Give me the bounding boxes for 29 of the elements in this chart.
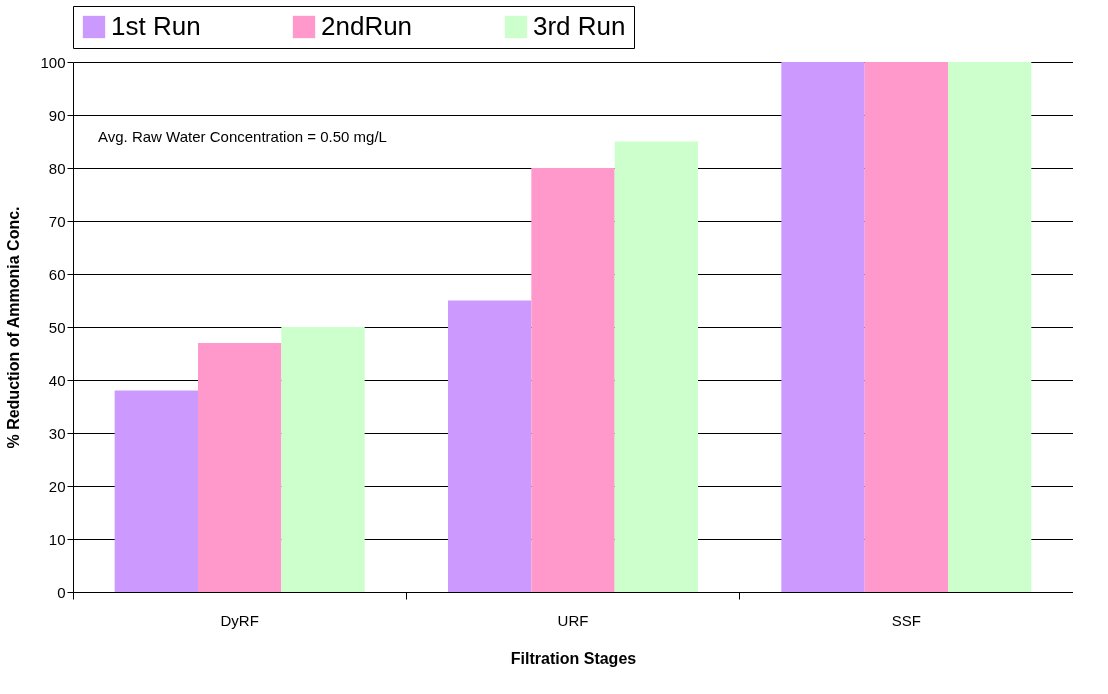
y-axis-title: % Reduction of Ammonia Conc.: [5, 206, 23, 449]
y-tick-label: 10: [48, 530, 66, 548]
bar: [281, 327, 365, 592]
y-tick-label: 50: [48, 318, 66, 336]
legend-label: 1st Run: [111, 11, 201, 41]
bar: [781, 62, 865, 592]
bar: [114, 390, 198, 592]
annotation: Avg. Raw Water Concentration = 0.50 mg/L: [98, 128, 387, 145]
y-tick-label: 20: [48, 477, 66, 495]
x-tick-label: SSF: [891, 611, 921, 629]
y-tick-label: 90: [48, 106, 66, 124]
legend-label: 3rd Run: [533, 11, 626, 41]
bar: [448, 300, 532, 592]
bar: [614, 141, 698, 592]
x-tick-label: DyRF: [220, 611, 259, 629]
x-tick-label: URF: [557, 611, 589, 629]
y-tick-label: 70: [48, 212, 66, 230]
x-axis-title: Filtration Stages: [510, 649, 637, 667]
bar: [864, 62, 948, 592]
y-tick-label: 80: [48, 159, 66, 177]
y-tick-label: 40: [48, 371, 66, 389]
bar: [948, 62, 1032, 592]
y-tick-label: 0: [57, 583, 66, 601]
y-tick-label: 100: [40, 53, 66, 71]
y-tick-label: 30: [48, 424, 66, 442]
legend-label: 2ndRun: [321, 11, 413, 41]
bar: [198, 342, 282, 592]
y-tick-label: 60: [48, 265, 66, 283]
bar: [531, 168, 615, 592]
